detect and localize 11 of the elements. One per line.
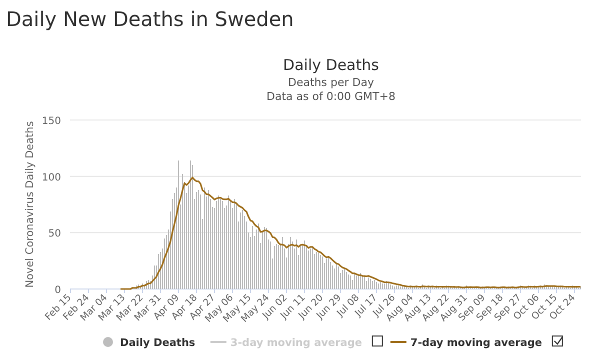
- y-tick-label: 50: [48, 228, 61, 240]
- y-axis-title: Novel Coronavirus Daily Deaths: [24, 121, 36, 288]
- y-tick-label: 0: [54, 285, 61, 296]
- y-tick-label: 150: [42, 116, 61, 127]
- text: Data as of 0:00 GMT+8: [266, 90, 396, 103]
- text: Deaths per Day: [288, 76, 374, 89]
- legend-label: Daily Deaths: [120, 337, 196, 349]
- legend-label: 7-day moving average: [410, 337, 542, 349]
- chart-subtitle: Daily Deaths: [283, 56, 380, 74]
- chart-title: Daily New Deaths in Sweden: [6, 7, 294, 31]
- y-tick-label: 100: [42, 172, 61, 184]
